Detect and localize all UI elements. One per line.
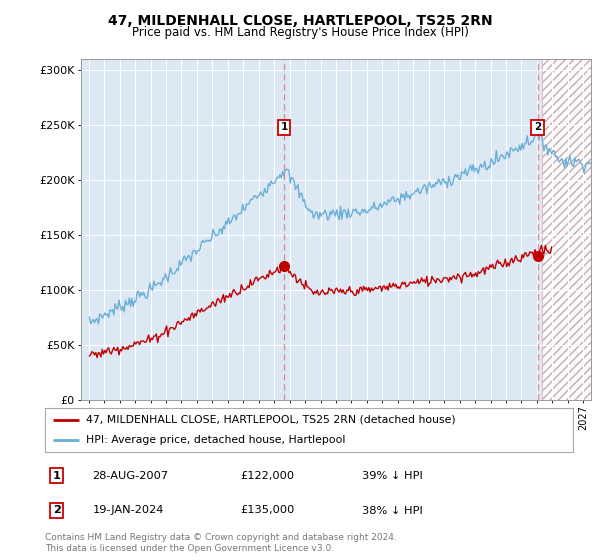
Bar <box>542 59 591 400</box>
Text: 39% ↓ HPI: 39% ↓ HPI <box>362 470 422 480</box>
Text: 38% ↓ HPI: 38% ↓ HPI <box>362 506 422 516</box>
Text: £135,000: £135,000 <box>241 506 295 516</box>
Text: 47, MILDENHALL CLOSE, HARTLEPOOL, TS25 2RN (detached house): 47, MILDENHALL CLOSE, HARTLEPOOL, TS25 2… <box>86 415 456 425</box>
Bar <box>542 59 591 400</box>
Text: 19-JAN-2024: 19-JAN-2024 <box>92 506 164 516</box>
Text: 2: 2 <box>534 122 541 132</box>
Text: 1: 1 <box>281 122 288 132</box>
Text: 47, MILDENHALL CLOSE, HARTLEPOOL, TS25 2RN: 47, MILDENHALL CLOSE, HARTLEPOOL, TS25 2… <box>107 14 493 28</box>
Text: Contains HM Land Registry data © Crown copyright and database right 2024.
This d: Contains HM Land Registry data © Crown c… <box>45 533 397 553</box>
Text: HPI: Average price, detached house, Hartlepool: HPI: Average price, detached house, Hart… <box>86 435 346 445</box>
Text: 2: 2 <box>53 506 61 516</box>
Text: £122,000: £122,000 <box>241 470 295 480</box>
Text: 28-AUG-2007: 28-AUG-2007 <box>92 470 169 480</box>
Text: 1: 1 <box>53 470 61 480</box>
Text: Price paid vs. HM Land Registry's House Price Index (HPI): Price paid vs. HM Land Registry's House … <box>131 26 469 39</box>
